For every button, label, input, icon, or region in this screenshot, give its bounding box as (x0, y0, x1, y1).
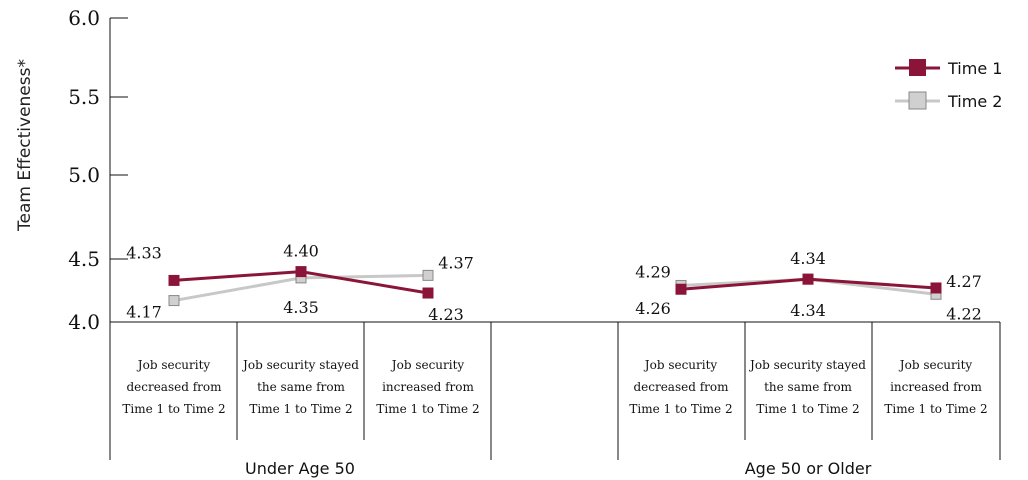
category-label-g1-c2-l3: Time 1 to Time 2 (249, 402, 352, 416)
category-label-g1-c2-l2: the same from (257, 380, 345, 394)
category-label-g2-c3-l3: Time 1 to Time 2 (884, 402, 987, 416)
y-tick-label: 4.5 (68, 247, 100, 271)
category-label-g2-c2-l2: the same from (764, 380, 852, 394)
category-label-g1-c3-l1: Job security (390, 358, 465, 372)
data-point-time-1 (168, 274, 180, 286)
data-label-time-2: 4.22 (946, 304, 982, 323)
category-label-g2-c2-l3: Time 1 to Time 2 (756, 402, 859, 416)
legend-marker-time-2 (908, 91, 927, 110)
category-label-g2-c3-l1: Job security (898, 358, 973, 372)
data-label-time-2: 4.37 (438, 253, 474, 272)
category-label-g2-c3-l2: increased from (890, 380, 982, 394)
legend-label-time-1: Time 1 (947, 59, 1002, 78)
category-label-g2-c1-l3: Time 1 to Time 2 (629, 402, 732, 416)
data-label-time-1: 4.33 (126, 243, 162, 262)
category-label-g1-c1-l1: Job security (136, 358, 211, 372)
data-point-time-1 (675, 283, 687, 295)
data-point-time-1 (422, 287, 434, 299)
category-label-g1-c3-l3: Time 1 to Time 2 (376, 402, 479, 416)
y-tick-label: 6.0 (68, 6, 100, 30)
data-label-time-1: 4.40 (283, 242, 319, 261)
data-label-time-1: 4.26 (635, 299, 671, 318)
data-label-time-2: 4.35 (283, 298, 319, 317)
data-point-time-1 (930, 282, 942, 294)
category-label-g1-c2-l1: Job security stayed (241, 358, 359, 372)
data-label-time-1: 4.27 (946, 272, 982, 291)
data-point-time-1 (295, 266, 307, 278)
data-point-time-1 (802, 273, 814, 285)
series-layer: 4.17 4.35 4.37 4.33 4.40 4.23 4.29 4.34 4.22 4.26… (126, 242, 982, 324)
y-tick-label: 4.0 (68, 310, 100, 334)
legend-marker-time-1 (909, 59, 926, 76)
category-label-g1-c3-l2: increased from (382, 380, 474, 394)
category-label-g1-c1-l2: decreased from (126, 380, 222, 394)
legend: Time 1 Time 2 (895, 59, 1002, 111)
y-axis-label: Team Effectiveness* (15, 59, 35, 232)
category-label-g2-c2-l1: Job security stayed (748, 358, 866, 372)
data-label-time-2: 4.34 (790, 301, 826, 320)
data-point-time-2 (422, 269, 434, 281)
data-label-time-1: 4.34 (790, 249, 826, 268)
category-label-g1-c1-l3: Time 1 to Time 2 (122, 402, 225, 416)
data-label-time-2: 4.17 (126, 303, 162, 322)
category-label-g2-c1-l1: Job security (643, 358, 718, 372)
data-label-time-2: 4.29 (635, 262, 671, 281)
group-label-under-50: Under Age 50 (245, 459, 355, 478)
y-tick-label: 5.5 (68, 85, 100, 109)
data-point-time-2 (168, 295, 180, 307)
data-label-time-1: 4.23 (428, 305, 464, 324)
legend-label-time-2: Time 2 (947, 92, 1002, 111)
category-label-g2-c1-l2: decreased from (633, 380, 729, 394)
y-tick-label: 5.0 (68, 163, 100, 187)
group-label-50-older: Age 50 or Older (745, 459, 872, 478)
